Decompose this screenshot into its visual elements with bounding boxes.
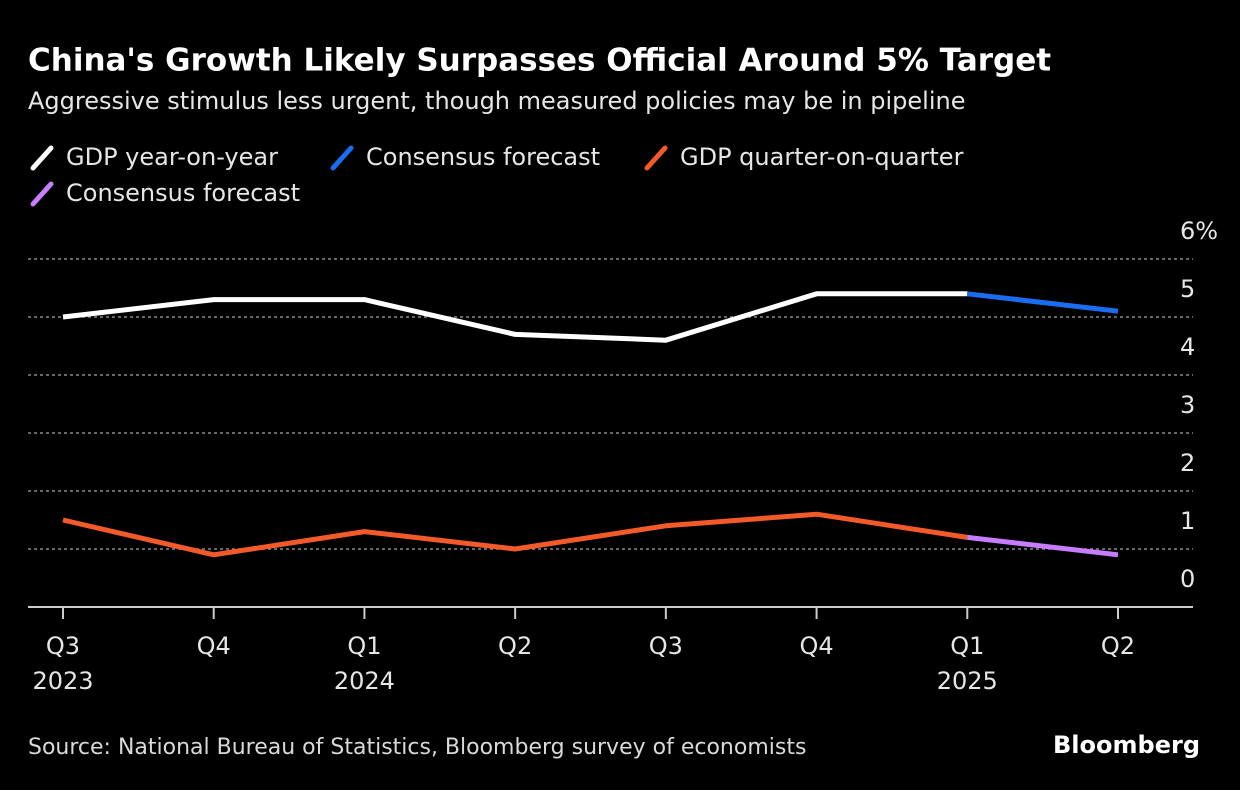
y-tick-label: 0 — [1180, 565, 1195, 593]
chart-title: China's Growth Likely Surpasses Official… — [28, 43, 1051, 79]
x-year-label: 2023 — [32, 667, 93, 695]
x-tick-label: Q4 — [799, 632, 833, 660]
legend-label: GDP year-on-year — [66, 143, 278, 171]
x-tick-label: Q4 — [197, 632, 231, 660]
y-tick-label: 2 — [1180, 449, 1195, 477]
x-tick-label: Q1 — [347, 632, 381, 660]
x-tick-label: Q2 — [1101, 632, 1135, 660]
y-tick-label: 6% — [1180, 217, 1218, 245]
chart-subtitle: Aggressive stimulus less urgent, though … — [28, 87, 965, 115]
legend-swatch — [330, 145, 354, 171]
series-line — [62, 511, 968, 558]
legend-label: Consensus forecast — [66, 179, 300, 207]
x-year-label: 2025 — [937, 667, 998, 695]
legend-label: GDP quarter-on-quarter — [680, 143, 964, 171]
y-tick-label: 4 — [1180, 333, 1195, 361]
y-tick-label: 5 — [1180, 275, 1195, 303]
legend-swatch — [644, 145, 668, 171]
series-line — [966, 291, 1119, 314]
legend-label: Consensus forecast — [366, 143, 600, 171]
brand: Bloomberg — [1053, 731, 1200, 759]
y-tick-label: 3 — [1180, 391, 1195, 419]
x-tick-label: Q3 — [649, 632, 683, 660]
x-tick-label: Q1 — [950, 632, 984, 660]
source: Source: National Bureau of Statistics, B… — [28, 735, 806, 760]
x-tick-label: Q3 — [46, 632, 80, 660]
legend-swatch — [30, 181, 54, 207]
y-tick-label: 1 — [1180, 507, 1195, 535]
legend-swatch — [30, 145, 54, 171]
series-line — [966, 534, 1119, 558]
series-line — [62, 291, 968, 343]
x-year-label: 2024 — [334, 667, 395, 695]
x-tick-label: Q2 — [498, 632, 532, 660]
